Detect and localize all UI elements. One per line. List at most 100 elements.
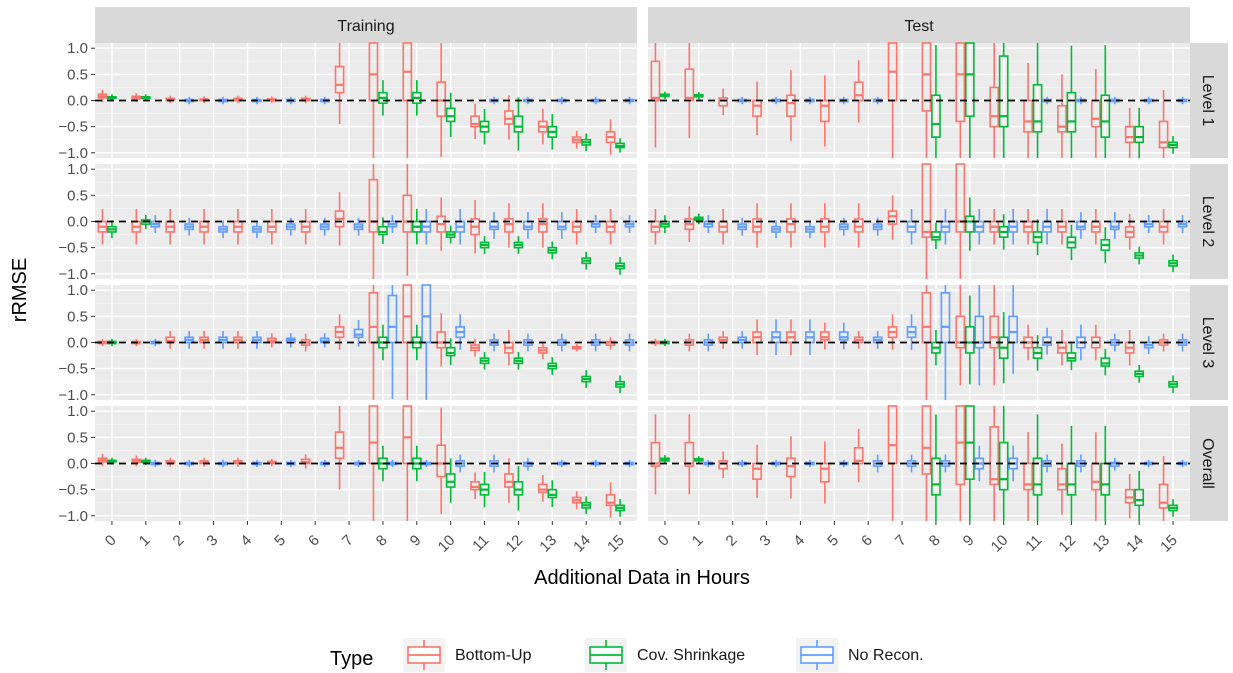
- box-body: [513, 480, 524, 496]
- box-bottom-up-x10: [436, 313, 447, 367]
- box-body: [445, 346, 456, 357]
- box-body: [504, 473, 514, 488]
- box-bottom-up-x5: [819, 441, 830, 504]
- box-body: [513, 115, 524, 133]
- box-cov-shrinkage-x10: [445, 92, 456, 138]
- box-cov-shrinkage-x15: [615, 257, 625, 275]
- box-bottom-up-x8: [921, 405, 932, 521]
- box-cov-shrinkage-x10: [998, 43, 1009, 158]
- box-body: [940, 292, 951, 344]
- box-no-recon--x7: [353, 320, 364, 347]
- row-strip-label: Level 3: [1199, 317, 1216, 369]
- box-body: [1023, 99, 1033, 133]
- x-tick-label: 9: [407, 532, 425, 550]
- box-bottom-up-x7: [887, 314, 898, 350]
- box-bottom-up-x12: [504, 458, 514, 503]
- box-cov-shrinkage-x14: [581, 133, 592, 152]
- box-body: [989, 86, 1000, 128]
- box-body: [887, 210, 898, 225]
- box-no-recon--x8: [940, 208, 951, 245]
- box-bottom-up-x15: [605, 119, 616, 155]
- box-cov-shrinkage-x13: [547, 480, 558, 507]
- box-bottom-up-x12: [504, 203, 514, 248]
- box-cov-shrinkage-x8: [931, 222, 941, 250]
- y-tick-label: 0.5: [67, 66, 88, 83]
- box-body: [931, 231, 941, 241]
- box-cov-shrinkage-x12: [1066, 45, 1077, 158]
- box-bottom-up-x15: [1158, 456, 1169, 521]
- x-tick-label: 11: [469, 532, 492, 555]
- box-cov-shrinkage-x12: [513, 351, 524, 370]
- box-bottom-up-x0: [650, 43, 661, 148]
- x-tick-label: 2: [723, 532, 741, 550]
- y-tick-label: −0.5: [58, 361, 88, 378]
- box-bottom-up-x3: [752, 203, 762, 248]
- box-body: [955, 42, 966, 123]
- box-bottom-up-x2: [165, 95, 176, 104]
- box-no-recon--x14: [590, 215, 601, 233]
- box-body: [998, 55, 1009, 128]
- box-cov-shrinkage-x8: [378, 217, 388, 244]
- box-body: [445, 107, 456, 123]
- box-cov-shrinkage-x9: [964, 405, 975, 521]
- y-tick-label: −1.0: [58, 508, 88, 525]
- box-cov-shrinkage-x9: [964, 42, 975, 158]
- box-bottom-up-x10: [436, 197, 447, 251]
- box-no-recon--x2: [184, 217, 195, 236]
- box-body: [1124, 125, 1135, 144]
- box-body: [853, 218, 864, 233]
- box-body: [334, 431, 345, 460]
- y-tick-label: −0.5: [58, 240, 88, 257]
- box-cov-shrinkage-x9: [964, 197, 975, 251]
- box-bottom-up-x11: [470, 472, 480, 500]
- box-bottom-up-x11: [1023, 432, 1033, 521]
- x-tick-label: 0: [655, 532, 673, 550]
- box-bottom-up-x11: [1023, 208, 1033, 245]
- box-body: [334, 65, 345, 94]
- box-no-recon--x13: [556, 212, 567, 239]
- box-body: [684, 441, 695, 467]
- box-cov-shrinkage-x14: [1134, 246, 1145, 265]
- box-body: [955, 163, 966, 233]
- x-tick-label: 7: [892, 532, 910, 550]
- box-bottom-up-x5: [266, 208, 277, 245]
- row-strip: [1190, 43, 1228, 158]
- box-cov-shrinkage-x13: [1100, 45, 1111, 158]
- y-tick-label: 0.0: [67, 335, 88, 352]
- panel-training-level-3: [95, 284, 637, 400]
- legend-entry-no-recon-: No Recon.: [796, 638, 924, 672]
- box-no-recon--x8: [387, 285, 398, 399]
- box-no-recon--x2: [737, 331, 748, 349]
- box-body: [819, 331, 830, 341]
- box-body: [955, 315, 966, 349]
- box-cov-shrinkage-x14: [1134, 107, 1145, 158]
- legend-entry-label: No Recon.: [848, 647, 924, 664]
- box-no-recon--x7: [906, 208, 917, 245]
- panel-test-overall: [648, 405, 1190, 521]
- box-bottom-up-x13: [537, 203, 548, 248]
- column-strip-label: Test: [904, 18, 934, 35]
- y-axis-title: rRMSE: [9, 258, 31, 322]
- box-no-recon--x4: [252, 220, 262, 239]
- box-cov-shrinkage-x14: [581, 251, 592, 270]
- y-tick-label: 0.5: [67, 187, 88, 204]
- box-bottom-up-x0: [650, 208, 661, 245]
- row-strip: [1190, 406, 1228, 521]
- y-tick-label: −0.5: [58, 119, 88, 136]
- box-bottom-up-x14: [1124, 329, 1135, 366]
- box-body: [718, 97, 729, 107]
- box-body: [1134, 125, 1145, 144]
- box-no-recon--x3: [218, 220, 228, 239]
- box-body: [436, 444, 447, 478]
- box-cov-shrinkage-x11: [479, 351, 490, 370]
- box-body: [955, 405, 966, 486]
- box-bottom-up-x9: [402, 164, 413, 276]
- box-cov-shrinkage-x9: [411, 80, 422, 116]
- box-body: [368, 178, 379, 233]
- box-bottom-up-x7: [334, 192, 345, 246]
- box-no-recon--x2: [737, 217, 748, 236]
- legend: Type Bottom-Up Cov. Shrinkage No Recon.: [330, 638, 924, 672]
- box-bottom-up-x14: [1124, 107, 1135, 158]
- panel-test-level-2: [648, 163, 1190, 279]
- box-cov-shrinkage-x10: [445, 338, 456, 365]
